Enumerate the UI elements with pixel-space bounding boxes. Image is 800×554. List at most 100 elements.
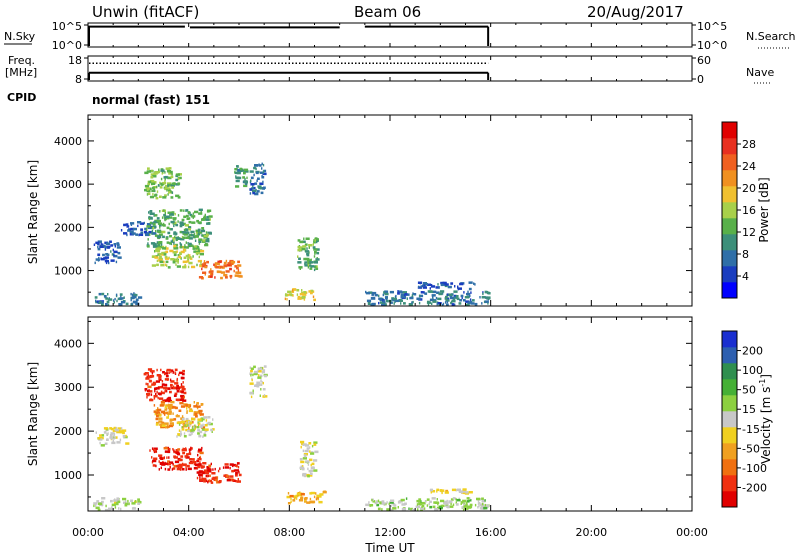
heatmap-cell xyxy=(165,185,167,188)
heatmap-cell xyxy=(311,444,314,448)
heatmap-cell xyxy=(444,491,449,494)
heatmap-cell xyxy=(382,299,385,302)
heatmap-cell xyxy=(459,282,464,286)
heatmap-cell xyxy=(106,253,110,256)
heatmap-cell xyxy=(231,463,236,467)
heatmap-cell xyxy=(304,454,306,458)
heatmap-cell xyxy=(304,499,306,502)
heatmap-cell xyxy=(455,488,457,492)
heatmap-cell xyxy=(315,248,320,251)
heatmap-cell xyxy=(158,252,162,256)
heatmap-cell xyxy=(193,235,195,238)
heatmap-cell xyxy=(152,193,154,196)
heatmap-cell xyxy=(133,292,135,295)
heatmap-cell xyxy=(190,446,192,450)
heatmap-cell xyxy=(157,222,163,225)
heatmap-cell xyxy=(466,502,468,505)
heatmap-cell xyxy=(181,426,183,429)
heatmap-cell xyxy=(377,499,380,503)
heatmap-cell xyxy=(202,234,205,237)
heatmap-cell xyxy=(160,410,165,414)
heatmap-cell xyxy=(234,171,240,175)
heatmap-cell xyxy=(237,469,240,473)
heatmap-cell xyxy=(440,489,445,492)
heatmap-cell xyxy=(436,302,438,306)
heatmap-cell xyxy=(176,467,181,471)
heatmap-cell xyxy=(152,175,157,178)
heatmap-cell xyxy=(255,171,259,175)
x-tick-label: 20:00 xyxy=(575,526,607,539)
heatmap-cell xyxy=(124,504,128,507)
heatmap-cell xyxy=(192,461,197,464)
heatmap-cell xyxy=(152,245,158,248)
freq-tick-top: 18 xyxy=(68,54,82,67)
heatmap-cell xyxy=(222,266,225,269)
heatmap-cell xyxy=(155,423,159,426)
heatmap-cell xyxy=(155,249,158,252)
heatmap-cell xyxy=(203,434,207,437)
heatmap-cell xyxy=(262,170,265,173)
heatmap-cell xyxy=(110,259,115,262)
heatmap-cell xyxy=(179,398,184,401)
heatmap-cell xyxy=(201,227,204,230)
heatmap-cell xyxy=(419,294,421,298)
heatmap-cell xyxy=(307,264,310,267)
heatmap-cell xyxy=(438,292,443,296)
heatmap-cell xyxy=(395,299,400,303)
heatmap-cell xyxy=(262,163,265,167)
heatmap-cell xyxy=(148,217,151,221)
heatmap-cell xyxy=(173,232,178,235)
heatmap-cell xyxy=(158,420,163,423)
heatmap-cell xyxy=(170,213,174,216)
heatmap-cell xyxy=(164,383,167,387)
heatmap-cell xyxy=(308,446,311,449)
heatmap-cell xyxy=(307,474,310,478)
heatmap-cell xyxy=(159,260,164,264)
heatmap-cell xyxy=(292,499,296,502)
heatmap-cell xyxy=(196,405,201,408)
heatmap-cell xyxy=(305,250,310,253)
heatmap-cell xyxy=(104,259,109,263)
heatmap-cell xyxy=(259,394,261,397)
heatmap-cell xyxy=(151,383,156,386)
heatmap-cell xyxy=(188,237,193,240)
heatmap-cell xyxy=(483,506,488,510)
heatmap-cell xyxy=(168,404,173,407)
heatmap-cell xyxy=(447,285,452,289)
heatmap-cell xyxy=(313,241,316,244)
heatmap-cell xyxy=(192,212,195,215)
heatmap-cell xyxy=(180,405,186,408)
heatmap-cell xyxy=(93,502,98,505)
heatmap-cell xyxy=(198,208,203,212)
heatmap-cell xyxy=(205,419,208,422)
heatmap-cell xyxy=(182,248,186,252)
heatmap-cell xyxy=(259,171,265,174)
heatmap-cell xyxy=(201,218,206,221)
heatmap-cell xyxy=(102,253,105,257)
heatmap-cell xyxy=(418,502,423,505)
heatmap-cell xyxy=(314,250,317,254)
heatmap-cell xyxy=(189,213,193,217)
heatmap-cell xyxy=(187,253,189,257)
heatmap-cell xyxy=(154,412,156,416)
heatmap-cell xyxy=(235,271,239,274)
heatmap-cell xyxy=(290,497,292,501)
heatmap-cell xyxy=(286,298,288,301)
heatmap-cell xyxy=(184,224,189,227)
heatmap-cell xyxy=(411,294,414,297)
nave-tick-top: 60 xyxy=(697,54,711,67)
heatmap-cell xyxy=(157,407,159,410)
heatmap-cell xyxy=(301,240,306,243)
heatmap-cell xyxy=(234,469,239,472)
heatmap-cell xyxy=(144,171,149,175)
heatmap-cell xyxy=(189,458,192,461)
heatmap-cell xyxy=(206,215,210,219)
heatmap-cell xyxy=(172,467,176,470)
heatmap-cell xyxy=(310,265,315,268)
heatmap-cell xyxy=(114,245,116,248)
heatmap-cell xyxy=(310,291,313,295)
heatmap-cell xyxy=(181,388,185,391)
heatmap-cell xyxy=(153,404,156,407)
heatmap-cell xyxy=(289,293,292,296)
heatmap-cell xyxy=(313,469,318,472)
